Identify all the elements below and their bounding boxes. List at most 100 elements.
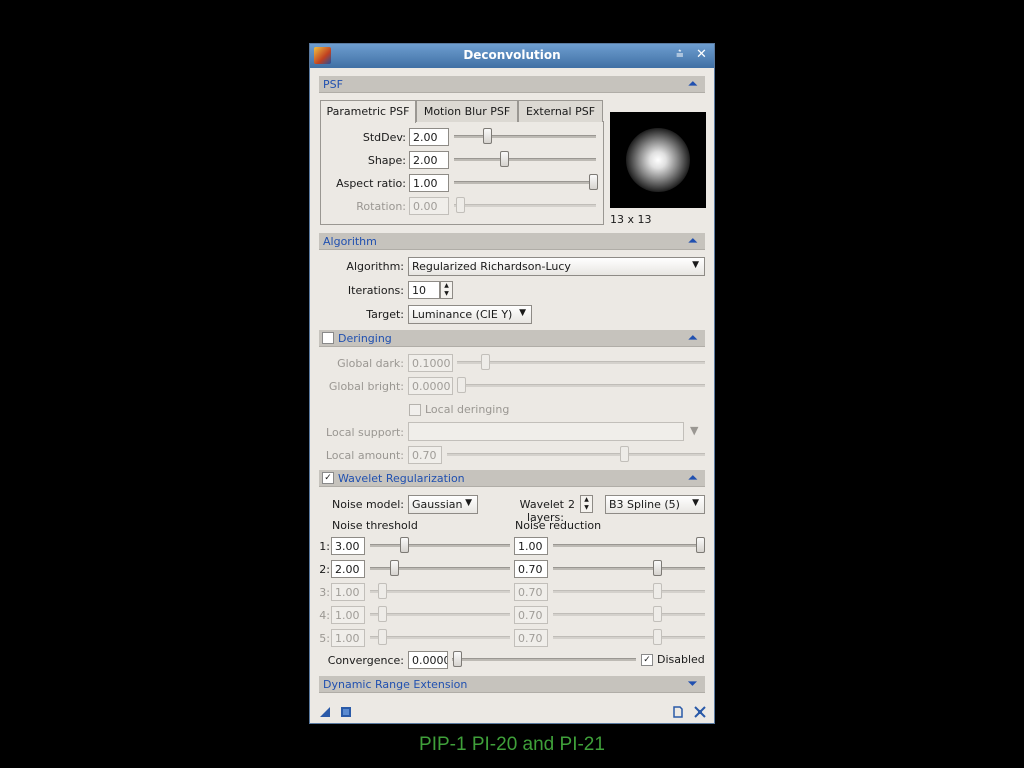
close-icon[interactable]: ✕ — [696, 47, 707, 62]
aspect-ratio-slider-handle[interactable] — [589, 174, 598, 190]
noise-reduction-slider-track[interactable] — [553, 544, 705, 547]
tab-external-psf[interactable]: External PSF — [518, 100, 603, 122]
local-support-label: Local support: — [326, 426, 404, 439]
noise-model-select-value: Gaussian — [412, 498, 463, 511]
wavelet-layers-value[interactable]: 2 — [568, 498, 575, 511]
wavelet-section-title: Wavelet Regularization — [338, 472, 465, 485]
algorithm-section-title: Algorithm — [323, 235, 377, 248]
wavelet-checkbox[interactable]: ✓ — [322, 472, 334, 484]
tab-parametric-psf[interactable]: Parametric PSF — [320, 100, 416, 123]
aspect-ratio-label: Aspect ratio: — [336, 177, 406, 190]
convergence-label: Convergence: — [327, 654, 404, 667]
stddev-label: StdDev: — [362, 131, 406, 144]
global-dark-label: Global dark: — [337, 357, 404, 370]
global-bright-slider-track — [457, 384, 705, 387]
expand-icon[interactable]: ⏷ — [688, 677, 697, 690]
local-amount-slider-handle — [620, 446, 629, 462]
collapse-icon[interactable]: ⏶ — [688, 471, 697, 484]
convergence-slider-track[interactable] — [452, 658, 636, 661]
global-bright-input: 0.0000 — [408, 377, 453, 395]
aspect-ratio-slider-track[interactable] — [454, 181, 596, 184]
iterations-input[interactable]: 10 — [408, 281, 440, 299]
deringing-section-header[interactable]: Deringing ⏶ — [319, 330, 705, 347]
chevron-down-icon: ▼ — [690, 424, 699, 437]
tab-motion-blur-psf[interactable]: Motion Blur PSF — [416, 100, 518, 122]
iterations-spinner[interactable]: ▲ ▼ — [440, 281, 453, 299]
local-amount-label: Local amount: — [325, 449, 404, 462]
convergence-input[interactable]: 0.0000 — [408, 651, 448, 669]
scaling-function-select[interactable]: B3 Spline (5) ▼ — [605, 495, 705, 514]
noise-model-label: Noise model: — [332, 498, 404, 511]
local-amount-slider-track — [447, 453, 705, 456]
stddev-slider-track[interactable] — [454, 135, 596, 138]
target-label: Target: — [366, 308, 404, 321]
noise-reduction-slider-track — [553, 590, 705, 593]
collapse-icon[interactable]: ⏶ — [688, 234, 697, 247]
documentation-icon[interactable] — [672, 706, 684, 718]
slide-caption: PIP-1 PI-20 and PI-21 — [419, 734, 605, 755]
noise-reduction-input[interactable]: 0.70 — [514, 560, 548, 578]
scaling-function-select-value: B3 Spline (5) — [609, 498, 680, 511]
wavelet-layers-label: Wavelet layers: — [519, 498, 564, 524]
app-icon[interactable] — [314, 47, 331, 64]
disabled-label: Disabled — [657, 653, 705, 666]
target-select[interactable]: Luminance (CIE Y) ▼ — [408, 305, 532, 324]
noise-threshold-slider-track[interactable] — [370, 567, 510, 570]
rotation-slider-handle — [456, 197, 465, 213]
layer-index-label: 4: — [319, 609, 330, 622]
noise-reduction-header: Noise reduction — [515, 519, 602, 532]
noise-threshold-slider-track — [370, 590, 510, 593]
algorithm-select[interactable]: Regularized Richardson-Lucy ▼ — [408, 257, 705, 276]
convergence-slider-handle[interactable] — [453, 651, 462, 667]
chevron-down-icon: ▼ — [465, 498, 472, 508]
noise-reduction-slider-handle[interactable] — [696, 537, 705, 553]
stddev-input[interactable]: 2.00 — [409, 128, 449, 146]
noise-threshold-input[interactable]: 2.00 — [331, 560, 365, 578]
algorithm-section-header[interactable]: Algorithm ⏶ — [319, 233, 705, 250]
aspect-ratio-input[interactable]: 1.00 — [409, 174, 449, 192]
window-title: Deconvolution — [463, 48, 561, 62]
collapse-icon[interactable]: ⏶ — [688, 77, 697, 90]
title-bar[interactable]: Deconvolution ⩮ ✕ — [310, 44, 714, 68]
dynamic-range-section-header[interactable]: Dynamic Range Extension ⏷ — [319, 676, 705, 693]
noise-reduction-slider-handle[interactable] — [653, 560, 662, 576]
noise-threshold-input: 1.00 — [331, 606, 365, 624]
noise-threshold-input[interactable]: 3.00 — [331, 537, 365, 555]
psf-preview-image — [610, 112, 706, 208]
new-instance-icon[interactable] — [319, 706, 331, 718]
layer-index-label: 1: — [319, 540, 330, 553]
algorithm-select-value: Regularized Richardson-Lucy — [412, 260, 571, 273]
noise-model-select[interactable]: Gaussian ▼ — [408, 495, 478, 514]
noise-threshold-slider-handle[interactable] — [400, 537, 409, 553]
rotation-input: 0.00 — [409, 197, 449, 215]
noise-reduction-slider-handle — [653, 583, 662, 599]
chevron-down-icon: ▼ — [692, 260, 699, 270]
global-bright-slider-handle — [457, 377, 466, 393]
wavelet-section-header[interactable]: ✓ Wavelet Regularization ⏶ — [319, 470, 705, 487]
noise-threshold-input: 1.00 — [331, 629, 365, 647]
apply-global-icon[interactable] — [340, 706, 352, 718]
wavelet-layers-spinner[interactable]: ▲ ▼ — [580, 495, 593, 513]
noise-reduction-input[interactable]: 1.00 — [514, 537, 548, 555]
noise-reduction-input: 0.70 — [514, 583, 548, 601]
deringing-section-title: Deringing — [338, 332, 392, 345]
noise-threshold-slider-handle[interactable] — [390, 560, 399, 576]
disabled-checkbox[interactable]: ✓ — [641, 654, 653, 666]
shape-slider-handle[interactable] — [500, 151, 509, 167]
noise-threshold-slider-track[interactable] — [370, 544, 510, 547]
shade-icon[interactable]: ⩮ — [676, 47, 684, 62]
local-deringing-label: Local deringing — [425, 403, 510, 416]
rotation-label: Rotation: — [356, 200, 406, 213]
shape-slider-track[interactable] — [454, 158, 596, 161]
chevron-down-icon: ▼ — [692, 498, 699, 508]
collapse-icon[interactable]: ⏶ — [688, 331, 697, 344]
shape-input[interactable]: 2.00 — [409, 151, 449, 169]
reset-icon[interactable] — [694, 706, 706, 718]
global-dark-input: 0.1000 — [408, 354, 453, 372]
algorithm-label: Algorithm: — [346, 260, 404, 273]
noise-reduction-slider-track[interactable] — [553, 567, 705, 570]
deringing-checkbox[interactable] — [322, 332, 334, 344]
stddev-slider-handle[interactable] — [483, 128, 492, 144]
noise-reduction-input: 0.70 — [514, 606, 548, 624]
psf-section-header[interactable]: PSF ⏶ — [319, 76, 705, 93]
